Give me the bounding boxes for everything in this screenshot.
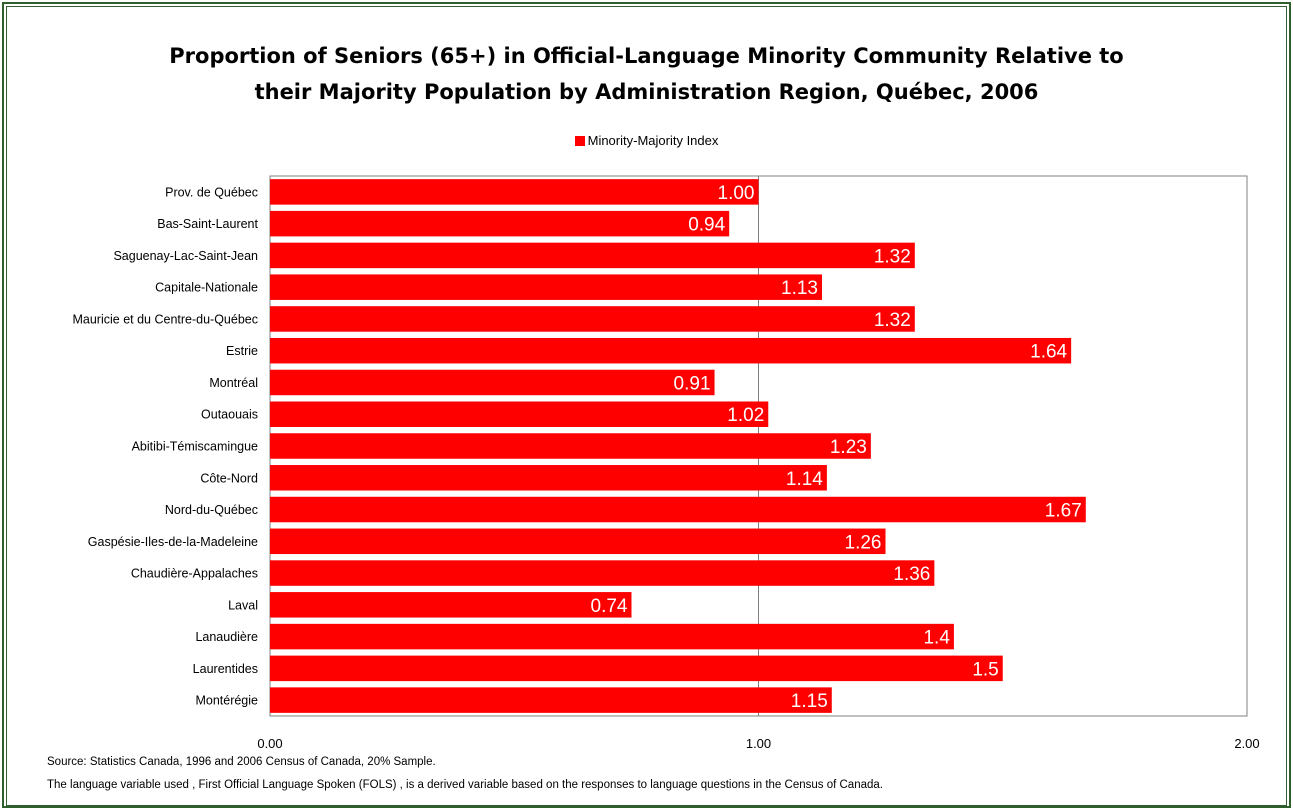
bar	[270, 465, 827, 491]
bar	[270, 687, 832, 713]
data-label: 1.64	[1030, 342, 1067, 363]
data-label: 1.14	[786, 469, 823, 490]
bar	[270, 274, 823, 300]
data-label: 1.26	[845, 532, 882, 553]
data-label: 1.67	[1045, 501, 1082, 522]
bar	[270, 242, 915, 269]
bar	[270, 210, 730, 237]
data-label: 1.36	[893, 564, 930, 585]
bar	[270, 592, 632, 618]
legend: Minority-Majority Index	[0, 133, 1293, 148]
x-tick-label: 1.00	[746, 736, 771, 751]
data-label: 1.00	[718, 183, 755, 204]
category-label: Prov. de Québec	[165, 185, 258, 199]
category-label: Montréal	[209, 376, 258, 390]
data-label: 1.23	[830, 437, 867, 458]
category-label: Montérégie	[195, 694, 258, 708]
bar	[270, 528, 886, 555]
bar	[270, 401, 769, 427]
data-label: 1.4	[923, 628, 950, 649]
legend-swatch	[574, 136, 585, 146]
bar	[270, 496, 1086, 523]
category-label: Nord-du-Québec	[165, 503, 258, 517]
category-label: Lanaudière	[195, 630, 258, 644]
bar	[270, 560, 935, 586]
x-tick-label: 0.00	[257, 736, 282, 751]
chart-title-line-1: Proportion of Seniors (65+) in Official-…	[169, 44, 1124, 68]
category-label: Abitibi-Témiscamingue	[132, 440, 258, 454]
data-label: 1.32	[874, 310, 911, 331]
data-label: 0.91	[674, 373, 711, 394]
bar	[270, 337, 1072, 364]
data-label: 1.15	[791, 691, 828, 712]
bar	[270, 306, 915, 332]
data-label: 1.02	[727, 405, 764, 426]
category-label: Outaouais	[201, 408, 258, 422]
x-tick-label: 2.00	[1234, 736, 1259, 751]
category-label: Chaudière-Appalaches	[131, 567, 258, 581]
category-label: Mauricie et du Centre-du-Québec	[72, 312, 258, 326]
data-label: 1.13	[781, 278, 818, 299]
category-label: Capitale-Nationale	[155, 281, 258, 295]
bar	[270, 433, 871, 459]
data-label: 1.5	[972, 659, 998, 680]
source-note: Source: Statistics Canada, 1996 and 2006…	[47, 756, 436, 768]
category-label: Bas-Saint-Laurent	[157, 217, 258, 231]
bar	[270, 179, 759, 205]
data-label: 0.94	[688, 215, 725, 236]
data-label: 0.74	[591, 596, 628, 617]
fols-note: The language variable used , First Offic…	[47, 779, 883, 791]
category-label: Saguenay-Lac-Saint-Jean	[113, 249, 258, 263]
bar	[270, 369, 715, 396]
chart-title: Proportion of Seniors (65+) in Official-…	[0, 38, 1293, 110]
bar	[270, 655, 1003, 682]
bar	[270, 623, 954, 650]
category-label: Estrie	[226, 344, 258, 358]
category-label: Côte-Nord	[200, 471, 258, 485]
category-label: Laval	[228, 598, 258, 612]
legend-label: Minority-Majority Index	[587, 133, 719, 148]
category-label: Gaspésie-Iles-de-la-Madeleine	[88, 535, 258, 549]
chart-title-line-2: their Majority Population by Administrat…	[254, 80, 1039, 104]
category-label: Laurentides	[193, 662, 258, 676]
data-label: 1.32	[874, 246, 911, 267]
